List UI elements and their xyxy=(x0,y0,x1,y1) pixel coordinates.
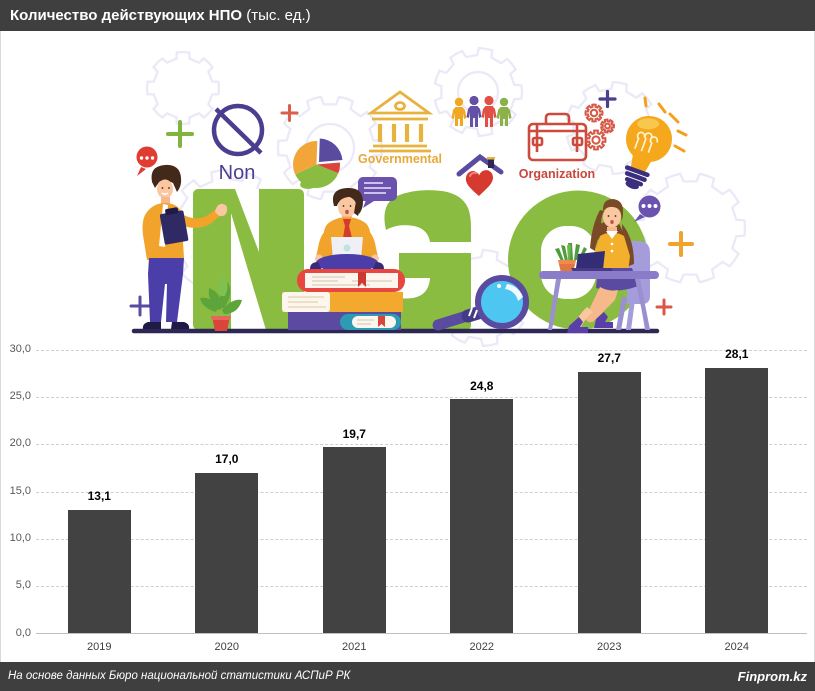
svg-text:Non: Non xyxy=(219,162,256,184)
svg-text:Governmental: Governmental xyxy=(358,152,442,166)
svg-text:Organization: Organization xyxy=(519,167,595,181)
